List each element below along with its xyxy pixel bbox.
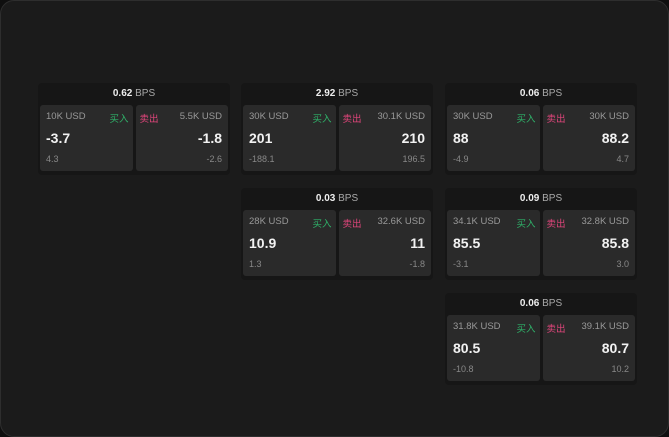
sell-cell[interactable]: 39.1K USD 卖出 80.7 10.2	[542, 315, 635, 381]
buy-change: 4.3	[46, 154, 59, 164]
spread-header: 0.09 BPS	[445, 188, 637, 210]
buy-price: 10.9	[249, 235, 277, 251]
buy-price: 85.5	[453, 235, 481, 251]
quote-card: 0.03 BPS 28K USD 买入 10.9 1.3 32.6K USD 卖…	[241, 188, 433, 280]
sell-label: 卖出	[546, 324, 566, 335]
buy-amount: 34.1K USD	[453, 216, 501, 227]
sell-price: 88.2	[601, 130, 629, 146]
sell-label: 卖出	[139, 114, 159, 125]
buy-amount: 28K USD	[249, 216, 289, 227]
sell-amount: 5.5K USD	[179, 111, 222, 122]
spread-value: 2.92	[315, 88, 336, 99]
buy-cell[interactable]: 31.8K USD 买入 80.5 -10.8	[447, 315, 540, 381]
sell-amount: 32.6K USD	[377, 216, 425, 227]
buy-cell[interactable]: 10K USD 买入 -3.7 4.3	[40, 105, 133, 171]
spread-value: 0.62	[112, 88, 133, 99]
sell-change: 4.7	[616, 154, 629, 164]
sell-cell[interactable]: 32.8K USD 卖出 85.8 3.0	[542, 210, 635, 276]
quote-card: 2.92 BPS 30K USD 买入 201 -188.1 30.1K USD…	[241, 83, 433, 175]
sell-label: 卖出	[546, 219, 566, 230]
sell-cell[interactable]: 30K USD 卖出 88.2 4.7	[542, 105, 635, 171]
sell-price: -1.8	[197, 130, 222, 146]
buy-label: 买入	[312, 219, 332, 230]
spread-unit: BPS	[542, 298, 563, 309]
sell-label: 卖出	[546, 114, 566, 125]
quote-card: 0.06 BPS 30K USD 买入 88 -4.9 30K USD 卖出 8…	[445, 83, 637, 175]
buy-change: -10.8	[453, 364, 474, 374]
buy-label: 买入	[516, 114, 536, 125]
spread-value: 0.03	[315, 193, 336, 204]
buy-cell[interactable]: 28K USD 买入 10.9 1.3	[243, 210, 336, 276]
sell-price: 80.7	[601, 340, 629, 356]
spread-unit: BPS	[542, 88, 563, 99]
spread-value: 0.09	[519, 193, 540, 204]
sell-change: 196.5	[402, 154, 425, 164]
spread-header: 0.06 BPS	[445, 293, 637, 315]
spread-unit: BPS	[135, 88, 156, 99]
buy-label: 买入	[516, 324, 536, 335]
spread-header: 0.06 BPS	[445, 83, 637, 105]
sell-change: 3.0	[616, 259, 629, 269]
quote-card: 0.06 BPS 31.8K USD 买入 80.5 -10.8 39.1K U…	[445, 293, 637, 385]
buy-cell[interactable]: 30K USD 买入 88 -4.9	[447, 105, 540, 171]
sell-change: -1.8	[409, 259, 425, 269]
sell-cell[interactable]: 5.5K USD 卖出 -1.8 -2.6	[135, 105, 228, 171]
buy-change: -188.1	[249, 154, 275, 164]
buy-amount: 30K USD	[453, 111, 493, 122]
spread-value: 0.06	[519, 298, 540, 309]
sell-amount: 30K USD	[589, 111, 629, 122]
buy-amount: 31.8K USD	[453, 321, 501, 332]
spread-header: 2.92 BPS	[241, 83, 433, 105]
sell-label: 卖出	[342, 114, 362, 125]
spread-unit: BPS	[338, 88, 359, 99]
buy-label: 买入	[516, 219, 536, 230]
spread-header: 0.62 BPS	[38, 83, 230, 105]
buy-amount: 10K USD	[46, 111, 86, 122]
buy-price: 80.5	[453, 340, 481, 356]
sell-price: 11	[410, 235, 425, 251]
sell-amount: 32.8K USD	[581, 216, 629, 227]
buy-cell[interactable]: 30K USD 买入 201 -188.1	[243, 105, 336, 171]
spread-value: 0.06	[519, 88, 540, 99]
buy-cell[interactable]: 34.1K USD 买入 85.5 -3.1	[447, 210, 540, 276]
quote-card: 0.62 BPS 10K USD 买入 -3.7 4.3 5.5K USD 卖出…	[38, 83, 230, 175]
buy-label: 买入	[312, 114, 332, 125]
buy-price: 201	[249, 130, 273, 146]
buy-label: 买入	[109, 114, 129, 125]
spread-header: 0.03 BPS	[241, 188, 433, 210]
quote-card: 0.09 BPS 34.1K USD 买入 85.5 -3.1 32.8K US…	[445, 188, 637, 280]
sell-cell[interactable]: 32.6K USD 卖出 11 -1.8	[338, 210, 431, 276]
spread-unit: BPS	[338, 193, 359, 204]
buy-price: -3.7	[46, 130, 71, 146]
spread-unit: BPS	[542, 193, 563, 204]
buy-amount: 30K USD	[249, 111, 289, 122]
buy-change: -3.1	[453, 259, 469, 269]
sell-amount: 30.1K USD	[377, 111, 425, 122]
sell-label: 卖出	[342, 219, 362, 230]
sell-price: 85.8	[601, 235, 629, 251]
sell-cell[interactable]: 30.1K USD 卖出 210 196.5	[338, 105, 431, 171]
buy-price: 88	[453, 130, 469, 146]
buy-change: 1.3	[249, 259, 262, 269]
sell-change: -2.6	[206, 154, 222, 164]
sell-change: 10.2	[611, 364, 629, 374]
buy-change: -4.9	[453, 154, 469, 164]
sell-amount: 39.1K USD	[581, 321, 629, 332]
sell-price: 210	[401, 130, 425, 146]
